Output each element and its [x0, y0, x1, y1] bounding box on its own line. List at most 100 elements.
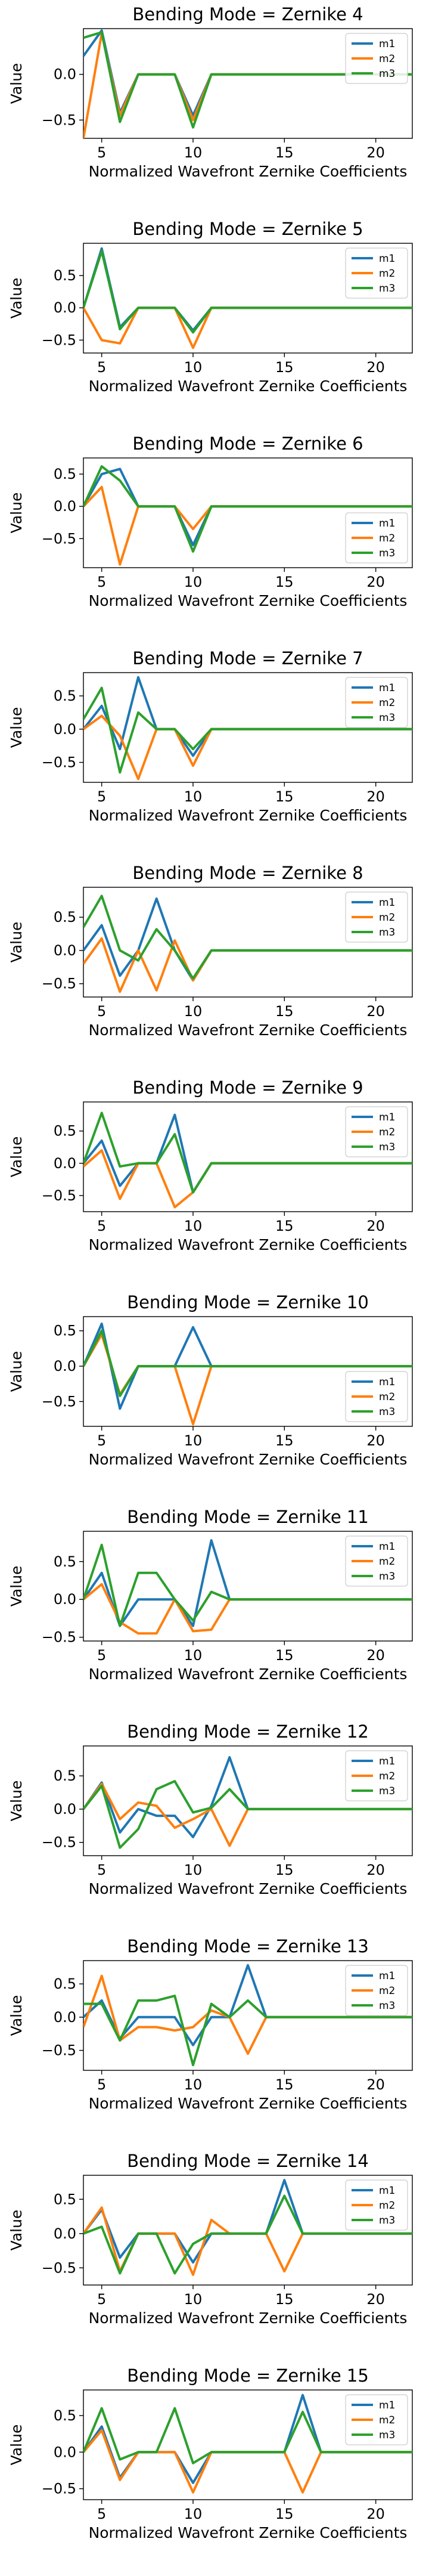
chart-panel: Bending Mode = Zernike 4 5 10 15 20 −0.5 0.0 No…: [8, 4, 413, 180]
chart-title: Bending Mode = Zernike 7: [132, 648, 363, 668]
x-tick-label: 15: [275, 1647, 294, 1664]
x-tick-label: 10: [184, 1647, 203, 1664]
axes-frame: [83, 1316, 413, 1427]
x-tick-label: 10: [184, 2076, 203, 2093]
y-tick-label: −0.5: [42, 754, 76, 771]
y-tick-label: 0.5: [54, 2407, 76, 2424]
legend: m1 m2 m3: [345, 1371, 408, 1422]
x-tick-label: 5: [97, 359, 106, 376]
x-axis-label: Normalized Wavefront Zernike Coefficient…: [89, 1880, 408, 1897]
axes-frame: [83, 1531, 413, 1642]
legend-box: [345, 2179, 408, 2231]
legend-label-m1: m1: [379, 682, 395, 694]
chart-title: Bending Mode = Zernike 15: [127, 2366, 369, 2386]
x-tick-label: 15: [275, 2506, 294, 2522]
legend-label-m2: m2: [379, 1391, 395, 1403]
y-tick-label: 0.5: [54, 1767, 76, 1784]
legend-box: [345, 33, 408, 84]
legend-label-m1: m1: [379, 897, 395, 909]
y-tick-label: 0.5: [54, 909, 76, 925]
x-tick-label: 15: [275, 1003, 294, 1020]
chart-panel: Bending Mode = Zernike 9 5 10 15 20 −0.5 0.0 0.…: [8, 1078, 413, 1253]
series-line-m3: [83, 1543, 412, 1627]
axes-frame: [83, 1960, 413, 2071]
x-tick-label: 15: [275, 1218, 294, 1234]
legend-label-m1: m1: [379, 253, 395, 265]
y-tick-label: −0.5: [42, 332, 76, 348]
x-axis-label: Normalized Wavefront Zernike Coefficient…: [89, 2524, 408, 2541]
y-tick-label: −0.5: [42, 1629, 76, 1646]
x-tick-label: 20: [366, 144, 385, 161]
legend-box: [345, 1965, 408, 2016]
y-axis-label: Value: [8, 1351, 25, 1392]
y-tick-label: 0.5: [54, 1976, 76, 1992]
x-tick-label: 20: [366, 359, 385, 376]
y-tick-label: 0.0: [54, 1155, 76, 1172]
chart-title: Bending Mode = Zernike 12: [127, 1722, 369, 1742]
legend-label-m3: m3: [379, 927, 395, 939]
x-tick-label: 5: [97, 788, 106, 805]
legend-label-m3: m3: [379, 1141, 395, 1153]
legend: m1 m2 m3: [345, 1750, 408, 1801]
x-axis-label: Normalized Wavefront Zernike Coefficient…: [89, 377, 408, 395]
series-line-m3: [83, 2407, 412, 2464]
legend-label-m3: m3: [379, 283, 395, 295]
legend-label-m3: m3: [379, 2215, 395, 2227]
x-tick-label: 10: [184, 1862, 203, 1878]
x-axis-label: Normalized Wavefront Zernike Coefficient…: [89, 1021, 408, 1039]
legend-label-m1: m1: [379, 1755, 395, 1767]
x-tick-label: 20: [366, 1647, 385, 1664]
x-axis-label: Normalized Wavefront Zernike Coefficient…: [89, 1665, 408, 1683]
legend: m1 m2 m3: [345, 1965, 408, 2016]
x-tick-label: 5: [97, 1003, 106, 1020]
legend-box: [345, 1106, 408, 1157]
legend-box: [345, 247, 408, 299]
legend-label-m1: m1: [379, 518, 395, 530]
x-tick-label: 20: [366, 2291, 385, 2308]
series-line-m3: [83, 894, 412, 980]
legend-label-m3: m3: [379, 712, 395, 724]
legend-label-m3: m3: [379, 1406, 395, 1418]
legend: m1 m2 m3: [345, 247, 408, 299]
series-line-m2: [83, 937, 412, 993]
x-axis-label: Normalized Wavefront Zernike Coefficient…: [89, 592, 408, 609]
x-tick-label: 10: [184, 359, 203, 376]
chart-panel: Bending Mode = Zernike 10 5 10 15 20 −0.5 0.0 0…: [8, 1292, 413, 1468]
axes-frame: [83, 1101, 413, 1212]
chart-title: Bending Mode = Zernike 9: [132, 1078, 363, 1098]
x-tick-label: 5: [97, 1647, 106, 1664]
chart-title: Bending Mode = Zernike 10: [127, 1292, 369, 1312]
x-axis-label: Normalized Wavefront Zernike Coefficient…: [89, 163, 408, 180]
chart-panel: Bending Mode = Zernike 15 5 10 15 20 −0.5 0.0 0…: [8, 2366, 413, 2541]
x-tick-label: 20: [366, 574, 385, 590]
series-line-m3: [83, 1329, 412, 1397]
legend-label-m2: m2: [379, 53, 395, 65]
legend: m1 m2 m3: [345, 1535, 408, 1587]
legend-box: [345, 1371, 408, 1422]
chart-title: Bending Mode = Zernike 11: [127, 1507, 369, 1527]
axes-frame: [83, 2389, 413, 2500]
y-axis-label: Value: [8, 922, 25, 963]
legend: m1 m2 m3: [345, 2394, 408, 2445]
x-tick-label: 5: [97, 2291, 106, 2308]
y-tick-label: 0.0: [54, 2225, 76, 2242]
series-line-m3: [83, 1995, 412, 2067]
y-tick-label: −0.5: [42, 1187, 76, 1204]
chart-panel: Bending Mode = Zernike 8 5 10 15 20 −0.5 0.0 0.…: [8, 863, 413, 1039]
x-tick-label: 5: [97, 574, 106, 590]
series-line-m3: [83, 1111, 412, 1194]
y-tick-label: 0.0: [54, 721, 76, 738]
x-tick-label: 20: [366, 788, 385, 805]
y-axis-label: Value: [8, 278, 25, 319]
legend-label-m2: m2: [379, 2200, 395, 2212]
x-tick-label: 5: [97, 144, 106, 161]
y-axis-label: Value: [8, 1137, 25, 1178]
axes-frame: [83, 2175, 413, 2286]
chart-title: Bending Mode = Zernike 14: [127, 2151, 369, 2171]
x-tick-label: 10: [184, 2291, 203, 2308]
x-tick-label: 10: [184, 1003, 203, 1020]
y-tick-label: −0.5: [42, 2481, 76, 2497]
chart-title: Bending Mode = Zernike 13: [127, 1936, 369, 1956]
series-line-m3: [83, 1780, 412, 1849]
